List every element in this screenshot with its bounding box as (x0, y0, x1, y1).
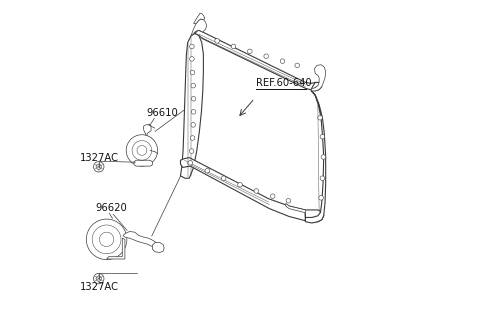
Circle shape (126, 135, 157, 166)
Circle shape (190, 136, 195, 140)
Polygon shape (286, 203, 305, 222)
Text: 1327AC: 1327AC (80, 153, 119, 163)
Polygon shape (305, 82, 325, 223)
Circle shape (321, 155, 325, 159)
Circle shape (191, 83, 195, 88)
Polygon shape (152, 243, 164, 252)
Circle shape (86, 219, 127, 260)
Circle shape (191, 123, 195, 127)
Text: 96610: 96610 (147, 108, 179, 118)
Polygon shape (123, 232, 159, 249)
Circle shape (94, 273, 104, 284)
Circle shape (231, 44, 236, 49)
Circle shape (221, 176, 226, 181)
Circle shape (264, 54, 268, 59)
Circle shape (191, 110, 196, 114)
Polygon shape (193, 13, 204, 24)
Circle shape (254, 189, 259, 193)
Polygon shape (312, 65, 325, 91)
Text: REF.60-640: REF.60-640 (256, 78, 312, 88)
Circle shape (190, 44, 194, 49)
Text: 96620: 96620 (96, 202, 127, 213)
Polygon shape (191, 19, 207, 36)
Circle shape (320, 134, 324, 139)
Circle shape (190, 57, 194, 61)
Circle shape (191, 96, 196, 101)
Circle shape (188, 161, 192, 165)
Circle shape (205, 168, 210, 173)
Polygon shape (195, 30, 322, 91)
Circle shape (295, 63, 300, 68)
Circle shape (270, 194, 275, 198)
Circle shape (320, 176, 324, 181)
Polygon shape (134, 160, 152, 166)
Polygon shape (180, 158, 324, 222)
Polygon shape (180, 33, 204, 178)
Circle shape (286, 198, 291, 203)
Polygon shape (144, 124, 152, 147)
Circle shape (94, 162, 104, 172)
Circle shape (280, 59, 285, 63)
Circle shape (319, 196, 324, 200)
Circle shape (190, 70, 195, 75)
Circle shape (189, 149, 194, 153)
Polygon shape (107, 238, 125, 259)
Circle shape (248, 49, 252, 54)
Circle shape (215, 39, 219, 43)
Circle shape (238, 182, 242, 187)
Circle shape (318, 115, 323, 120)
Text: 1327AC: 1327AC (80, 282, 119, 292)
